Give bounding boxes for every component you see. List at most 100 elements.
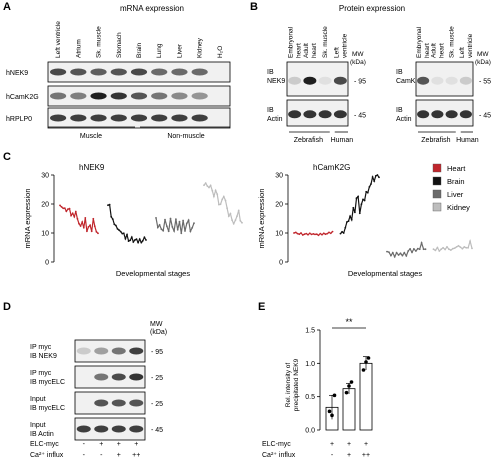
data-point (407, 250, 410, 252)
data-point (416, 247, 419, 250)
y-tick-label: 20 (275, 202, 283, 209)
data-point (461, 247, 464, 250)
panel-b-title: Protein expression (339, 4, 405, 13)
data-point (457, 244, 460, 247)
panel-b-blots: Embryonal heart Adult heart Sk. muscle Left ve… (267, 26, 491, 144)
series-line-heart (59, 204, 99, 234)
data-point (363, 199, 366, 202)
gel-band (111, 373, 126, 381)
legend-swatch (432, 189, 442, 199)
data-point (368, 186, 371, 188)
data-point (237, 209, 240, 212)
bar (342, 388, 356, 431)
y-tick-label: 0.0 (305, 428, 315, 435)
y-tick-label: 10 (275, 231, 283, 238)
data-point (121, 232, 124, 235)
data-point (312, 233, 315, 235)
gel-band (70, 114, 87, 122)
data-point (81, 221, 84, 223)
data-point (176, 228, 179, 231)
mw-marker: - 45 (151, 427, 163, 434)
data-point (357, 195, 359, 198)
data-point (76, 217, 79, 220)
panel-d-mw-unit: (kDa) (150, 329, 167, 336)
lane-label: heart (424, 43, 431, 58)
condition-value: + (347, 452, 351, 459)
lane-label: Left ventricle (55, 21, 62, 58)
data-point (143, 236, 146, 239)
lane-label: Atrium (75, 39, 82, 58)
panel-a-letter: A (3, 1, 11, 13)
data-point (185, 222, 188, 225)
gel-band (94, 425, 109, 433)
data-point (218, 203, 220, 206)
data-point (307, 233, 309, 236)
data-point (107, 204, 109, 207)
gel-band (459, 110, 472, 119)
gel-band (130, 92, 148, 100)
mw-marker: - 25 (151, 375, 163, 382)
lane-label: heart (311, 43, 318, 58)
gel-band (417, 110, 430, 119)
gel-band (70, 68, 87, 76)
data-point (219, 203, 222, 206)
gel-band (111, 399, 126, 407)
data-point (446, 246, 448, 248)
mw-marker: - 25 (151, 401, 163, 408)
y-tick-label: 0 (279, 260, 283, 267)
gel-band (417, 76, 430, 85)
data-point (126, 233, 128, 236)
y-tick-label: 0.5 (305, 394, 315, 401)
condition-value: + (330, 441, 334, 448)
data-point (329, 232, 332, 235)
lane-label: Adult (303, 43, 310, 58)
data-point (160, 228, 163, 231)
lane-label: Lung (156, 43, 163, 58)
y-tick-label: 0 (45, 260, 49, 267)
condition-value: + (99, 441, 103, 448)
data-point (453, 247, 456, 250)
row-label: CamK2G (396, 78, 425, 85)
data-point (418, 248, 421, 251)
data-point (187, 219, 190, 222)
x-axis-label: Developmental stages (116, 269, 190, 278)
chart-hcamk2g: hCamK2G 0 10 20 30 mRNA expression Development… (257, 163, 473, 278)
gel-band (50, 68, 67, 76)
gel-band (431, 110, 444, 119)
condition-label: ELC-myc (262, 441, 291, 448)
data-point (127, 240, 130, 243)
data-point (440, 248, 443, 251)
data-point (390, 254, 392, 257)
data-point (97, 232, 99, 235)
data-point (236, 215, 238, 218)
gel-band (50, 92, 67, 100)
chart-rel-intensity: 0.0 0.5 1.0 1.5 Rel. intensity of precipitate… (262, 317, 373, 459)
data-point (171, 226, 174, 228)
gel-band (70, 92, 87, 100)
legend-label: Heart (447, 164, 466, 173)
row-label: Input (30, 422, 46, 429)
gel-band (445, 110, 458, 119)
condition-label: ELC-myc (30, 441, 59, 448)
mw-unit: (kDa) (475, 59, 491, 66)
lane-label: heart (438, 43, 445, 58)
panel-a-gels (47, 61, 231, 129)
panel-b: B Protein expression Embryonal heart Adult… (250, 1, 491, 144)
row-label: IB (267, 69, 274, 76)
mw-marker: - 95 (151, 349, 163, 356)
data-point (87, 226, 90, 228)
data-point (92, 217, 95, 220)
data-point (326, 232, 329, 235)
data-point (469, 240, 471, 243)
condition-value: + (347, 441, 351, 448)
mw-header: MW (477, 51, 489, 58)
lane-label: ventricle (467, 33, 474, 58)
row-label: IP myc (30, 344, 52, 351)
data-point (373, 180, 376, 183)
data-point (448, 248, 450, 251)
gel-band (110, 114, 127, 122)
data-point (358, 212, 361, 215)
data-point (93, 225, 96, 228)
gel-band (318, 76, 332, 85)
panel-b-letter: B (250, 1, 258, 13)
